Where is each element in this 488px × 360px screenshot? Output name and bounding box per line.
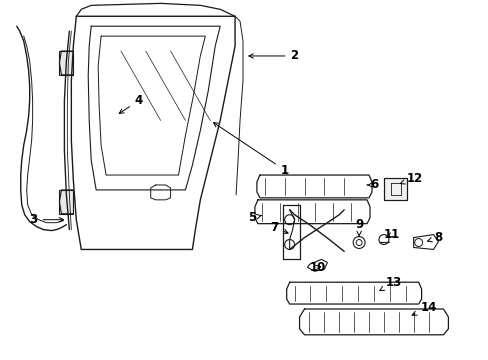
Bar — [383, 178, 406, 200]
Text: 8: 8 — [427, 231, 442, 244]
Text: 14: 14 — [411, 301, 436, 315]
Text: 1: 1 — [213, 123, 288, 176]
Text: 3: 3 — [29, 213, 63, 226]
Bar — [60, 190, 73, 214]
Text: 11: 11 — [383, 228, 399, 241]
Text: 6: 6 — [366, 179, 377, 192]
Text: 4: 4 — [119, 94, 142, 113]
Text: 12: 12 — [400, 171, 422, 185]
Text: 13: 13 — [379, 276, 401, 291]
Text: 9: 9 — [354, 218, 363, 237]
Bar — [60, 51, 73, 75]
Text: 5: 5 — [247, 211, 261, 224]
Text: 2: 2 — [248, 49, 298, 63]
Text: 10: 10 — [309, 261, 325, 274]
Text: 7: 7 — [270, 221, 287, 234]
